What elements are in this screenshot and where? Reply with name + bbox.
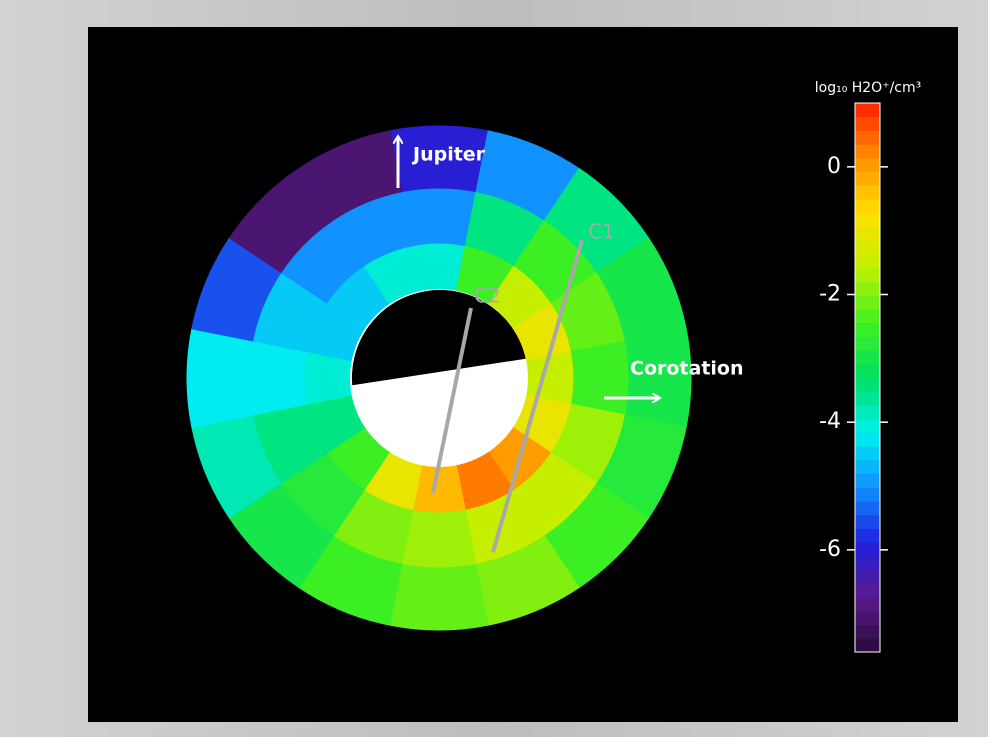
colorbar-band — [855, 473, 880, 488]
colorbar-band — [855, 459, 880, 475]
colorbar-band — [855, 199, 880, 214]
c1-line — [491, 239, 584, 553]
colorbar-band — [855, 212, 880, 228]
colorbar-border — [854, 102, 881, 653]
field-cell — [401, 187, 477, 247]
colorbar-band — [855, 226, 880, 241]
field-cell — [186, 328, 254, 428]
colorbar-band — [855, 418, 880, 433]
field-cell — [248, 340, 308, 416]
colorbar-band — [855, 267, 880, 282]
corotation-label: Corotation — [630, 358, 744, 380]
colorbar-band — [855, 569, 880, 584]
colorbar-band — [855, 130, 880, 145]
colorbar-band — [855, 157, 880, 173]
colorbar-band — [855, 391, 880, 406]
field — [186, 125, 692, 631]
colorbar-label: log₁₀ H2O⁺/cm³ — [815, 80, 922, 96]
colorbar-band — [855, 501, 880, 516]
colorbar-band — [855, 638, 880, 653]
colorbar-band — [855, 103, 880, 118]
colorbar-band — [855, 404, 880, 420]
colorbar-band — [855, 487, 880, 502]
colorbar-band — [855, 363, 880, 378]
colorbar-band — [855, 624, 880, 639]
field-cell — [401, 509, 477, 569]
colorbar-band — [855, 116, 880, 131]
colorbar-band — [855, 583, 880, 598]
colorbar-band — [855, 240, 880, 255]
colorbar-band — [855, 528, 880, 543]
colorbar-band — [855, 171, 880, 186]
c1-label: C1 — [588, 220, 615, 244]
field-cell — [298, 130, 403, 221]
colorbar-band — [855, 377, 880, 392]
colorbar-band — [855, 253, 880, 269]
colorbar-band — [855, 322, 880, 337]
colorbar-band — [855, 542, 880, 557]
colorbar-band — [855, 432, 880, 447]
colorbar-band — [855, 144, 880, 159]
colorbar-band — [855, 336, 880, 351]
field-cell — [389, 563, 489, 631]
colorbar-tick-label: -2 — [819, 282, 841, 307]
colorbar-band — [855, 350, 880, 365]
c2-label: C2 — [474, 284, 501, 308]
colorbar-band — [855, 514, 880, 529]
colorbar-tick-label: 0 — [827, 154, 841, 179]
jupiter-label: Jupiter — [411, 144, 486, 166]
colorbar-tick-label: -4 — [819, 409, 841, 434]
c2-line — [431, 307, 473, 494]
colorbar-band — [855, 597, 880, 612]
colorbar-band — [855, 446, 880, 461]
field-cell — [570, 340, 630, 416]
colorbar: 0 -2 -4 -6 — [819, 102, 888, 653]
colorbar-band — [855, 610, 880, 626]
colorbar-band — [855, 555, 880, 571]
colorbar-band — [855, 295, 880, 310]
colorbar-tick-label: -6 — [819, 537, 841, 562]
colorbar-band — [855, 281, 880, 296]
colorbar-band — [855, 308, 880, 324]
colorbar-band — [855, 185, 880, 200]
